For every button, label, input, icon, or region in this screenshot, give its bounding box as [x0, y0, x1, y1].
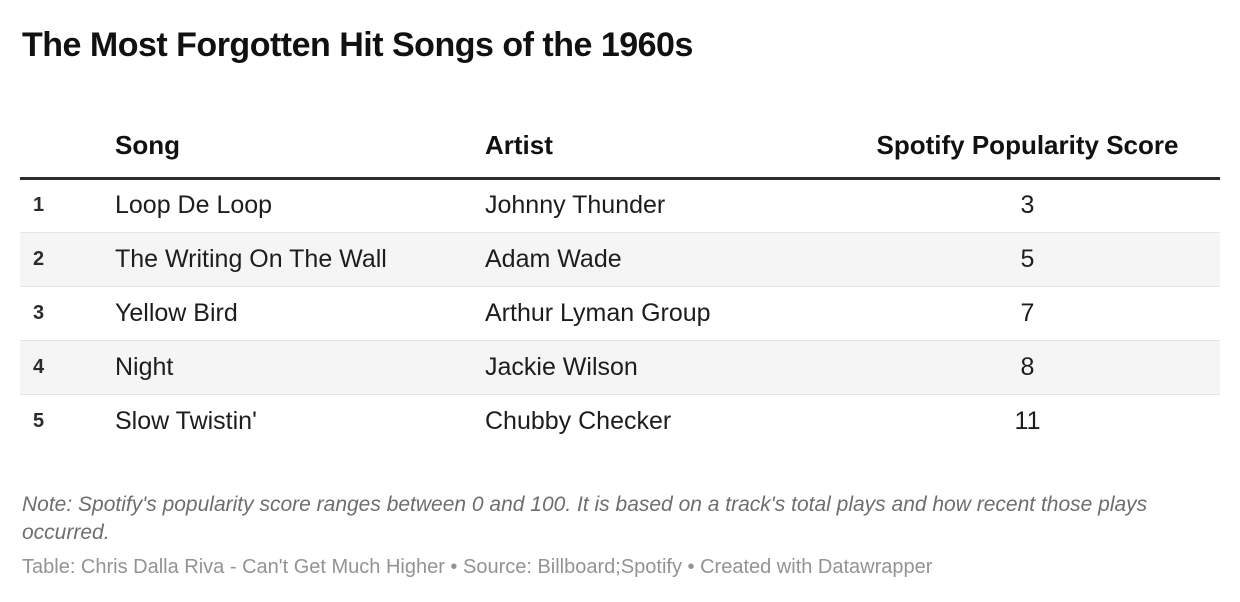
table-row: 2 The Writing On The Wall Adam Wade 5 — [20, 231, 1220, 287]
table-body: 1 Loop De Loop Johnny Thunder 3 2 The Wr… — [20, 178, 1220, 449]
chart-note: Note: Spotify's popularity score ranges … — [22, 493, 1148, 545]
table-row: 1 Loop De Loop Johnny Thunder 3 — [20, 178, 1220, 232]
rank-cell: 1 — [33, 194, 45, 217]
table-header: Song Artist Spotify Popularity Score — [20, 101, 1220, 180]
column-header-score: Spotify Popularity Score — [860, 101, 1220, 180]
song-cell: Loop De Loop — [115, 191, 273, 220]
chart-container: The Most Forgotten Hit Songs of the 1960… — [20, 26, 1220, 579]
score-cell: 8 — [860, 339, 1220, 395]
table-row: 3 Yellow Bird Arthur Lyman Group 7 — [20, 285, 1220, 341]
song-cell: Yellow Bird — [115, 285, 485, 341]
song-cell: Night — [115, 339, 485, 395]
chart-attribution: Table: Chris Dalla Riva - Can't Get Much… — [22, 556, 933, 579]
table-row: 4 Night Jackie Wilson 8 — [20, 339, 1220, 395]
artist-cell: Chubby Checker — [485, 393, 860, 449]
artist-cell: Johnny Thunder — [485, 191, 666, 220]
score-cell: 7 — [860, 285, 1220, 341]
page-title: The Most Forgotten Hit Songs of the 1960… — [22, 26, 693, 64]
artist-cell: Jackie Wilson — [485, 339, 860, 395]
artist-cell: Arthur Lyman Group — [485, 285, 860, 341]
table-row: 5 Slow Twistin' Chubby Checker 11 — [20, 393, 1220, 449]
data-table: Song Artist Spotify Popularity Score 1 L… — [20, 101, 1220, 449]
column-header-artist: Artist — [485, 101, 860, 180]
rank-cell: 4 — [20, 339, 115, 395]
rank-cell: 3 — [20, 285, 115, 341]
score-cell: 11 — [860, 393, 1220, 449]
song-cell: The Writing On The Wall — [115, 231, 485, 287]
table-header-row: Song Artist Spotify Popularity Score — [20, 101, 1220, 180]
column-header-rank — [20, 101, 115, 180]
score-cell: 3 — [1020, 191, 1035, 220]
artist-cell: Adam Wade — [485, 231, 860, 287]
column-header-song: Song — [115, 101, 485, 180]
song-cell: Slow Twistin' — [115, 393, 485, 449]
rank-cell: 5 — [20, 393, 115, 449]
rank-cell: 2 — [20, 231, 115, 287]
score-cell: 5 — [860, 231, 1220, 287]
